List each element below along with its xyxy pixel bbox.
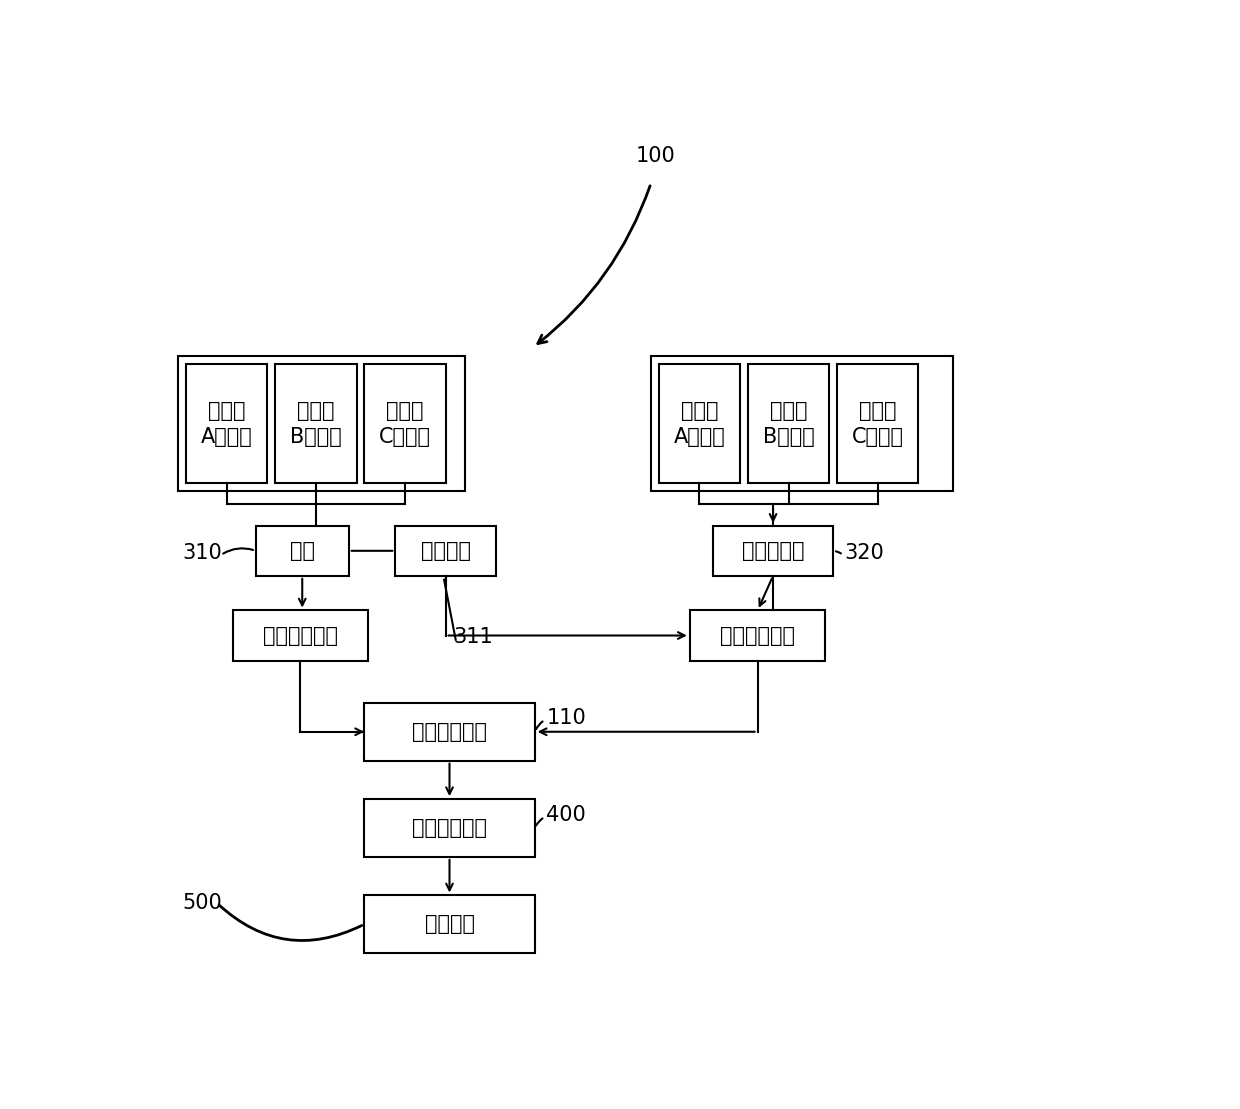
Text: 避雷器
A相电压: 避雷器 A相电压 <box>673 400 725 447</box>
Bar <box>396 526 496 576</box>
Bar <box>233 610 368 661</box>
Text: 避雷器
C相电流: 避雷器 C相电流 <box>379 400 432 447</box>
Bar <box>689 610 826 661</box>
Text: 主控模块: 主控模块 <box>424 914 475 934</box>
Bar <box>186 364 268 484</box>
Bar <box>255 526 348 576</box>
Text: 放大滤波处理: 放大滤波处理 <box>720 625 795 645</box>
Text: 100: 100 <box>635 146 676 166</box>
Bar <box>748 364 830 484</box>
Bar <box>365 800 534 857</box>
Text: 500: 500 <box>182 893 222 913</box>
Text: 放大滤波处理: 放大滤波处理 <box>263 625 337 645</box>
Bar <box>365 364 445 484</box>
Text: 补偿电路: 补偿电路 <box>420 541 471 561</box>
Text: 电压互感器: 电压互感器 <box>742 541 805 561</box>
Text: 避雷器
B相电压: 避雷器 B相电压 <box>763 400 815 447</box>
Bar <box>837 364 919 484</box>
Bar <box>179 356 465 491</box>
Bar <box>713 526 833 576</box>
Bar <box>658 364 740 484</box>
Bar <box>365 895 534 953</box>
Text: 400: 400 <box>547 804 587 824</box>
FancyArrowPatch shape <box>538 185 650 344</box>
Text: 110: 110 <box>547 709 587 729</box>
Text: 310: 310 <box>182 542 222 562</box>
Bar <box>275 364 357 484</box>
Text: 避雷器
A相电流: 避雷器 A相电流 <box>201 400 253 447</box>
Text: 避雷器
C相电压: 避雷器 C相电压 <box>852 400 904 447</box>
Bar <box>365 703 534 761</box>
Text: 避雷器
B相电流: 避雷器 B相电流 <box>290 400 342 447</box>
Text: 311: 311 <box>454 628 494 648</box>
Text: 模数转换模块: 模数转换模块 <box>412 722 487 742</box>
Text: 钳表: 钳表 <box>290 541 315 561</box>
Text: 320: 320 <box>844 542 884 562</box>
Bar <box>651 356 954 491</box>
Text: 信号处理模块: 信号处理模块 <box>412 818 487 838</box>
